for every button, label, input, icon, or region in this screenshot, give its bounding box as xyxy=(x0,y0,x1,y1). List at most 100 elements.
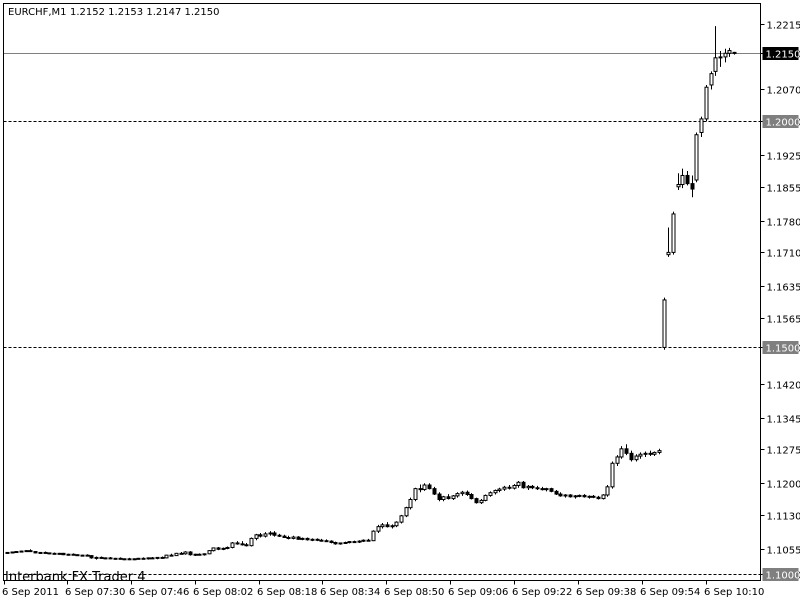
candle xyxy=(99,556,104,559)
candle xyxy=(14,551,19,554)
watermark: Interbank FX Trader 4 xyxy=(5,570,146,585)
candle xyxy=(446,494,451,500)
candle xyxy=(221,547,226,551)
candle-body xyxy=(540,488,545,491)
candle xyxy=(333,541,338,545)
candle-body xyxy=(465,491,470,496)
candle-body xyxy=(455,493,460,497)
candle xyxy=(305,537,310,541)
candle xyxy=(211,547,216,552)
candle xyxy=(732,51,737,55)
candle xyxy=(61,552,66,556)
candle xyxy=(230,542,235,549)
candle xyxy=(179,551,184,555)
candle xyxy=(432,486,437,495)
candle-body xyxy=(268,532,273,535)
candle-body xyxy=(493,489,498,494)
candle xyxy=(169,553,174,557)
candle-body xyxy=(338,542,343,545)
candle xyxy=(19,550,24,553)
candle-body xyxy=(38,551,43,554)
candle xyxy=(103,557,108,560)
candle-body xyxy=(315,538,320,541)
candle-body xyxy=(638,453,643,457)
candle-body xyxy=(619,448,624,458)
candle xyxy=(404,506,409,518)
candle-body xyxy=(319,539,324,542)
candle-body xyxy=(582,494,587,498)
candle xyxy=(563,494,568,498)
chart-header-symbol: EURCHF,M1 xyxy=(8,7,67,18)
candle-body xyxy=(451,495,456,500)
candle-body xyxy=(141,557,146,560)
candle-body xyxy=(216,547,221,550)
candle-body xyxy=(254,534,259,539)
candle xyxy=(5,551,10,554)
candle xyxy=(324,539,329,543)
candle xyxy=(108,556,113,560)
candle-body xyxy=(33,551,38,554)
candle-body xyxy=(732,51,737,54)
candle xyxy=(141,557,146,560)
candle xyxy=(507,485,512,490)
candle-body xyxy=(244,544,249,547)
candle xyxy=(193,553,198,557)
candle xyxy=(357,540,362,543)
candle xyxy=(94,556,99,560)
y-tick-label: 1.1345 xyxy=(767,415,800,426)
candle-body xyxy=(99,556,104,559)
candle xyxy=(535,485,540,490)
candle-body xyxy=(634,455,639,461)
candle-body xyxy=(230,542,235,548)
x-tick-label: 6 Sep 2011 xyxy=(2,587,59,598)
candle xyxy=(244,542,249,547)
candle-body xyxy=(376,526,381,532)
candle xyxy=(465,490,470,496)
candle-body xyxy=(629,452,634,461)
candle xyxy=(488,491,493,497)
price-axis: 1.2215 1.2150 1.2070 1.2000 1.1925 1.1855 1.17… xyxy=(760,21,800,582)
y-tick-label: 1.1055 xyxy=(767,546,800,557)
candle xyxy=(263,532,268,538)
candle-body xyxy=(202,553,207,556)
candle xyxy=(277,533,282,538)
candle-body xyxy=(47,552,52,555)
candle-body xyxy=(10,551,15,554)
candle-body xyxy=(305,537,310,541)
candle xyxy=(85,554,90,557)
candle xyxy=(202,553,207,556)
candle xyxy=(694,132,699,183)
time-axis: 6 Sep 2011 6 Sep 07:30 6 Sep 07:46 6 Sep 08… xyxy=(2,580,764,598)
candle-body xyxy=(310,538,315,541)
candle xyxy=(47,552,52,555)
candle-body xyxy=(75,554,80,557)
candle xyxy=(455,492,460,498)
candle xyxy=(718,51,723,67)
candle xyxy=(666,227,671,257)
candle xyxy=(329,540,334,544)
y-tick-label: 1.1200 xyxy=(767,480,800,491)
candle xyxy=(648,450,653,457)
candle-body xyxy=(179,552,184,555)
price-levels xyxy=(3,53,761,575)
candle xyxy=(150,556,155,560)
candle xyxy=(361,539,366,543)
candle-body xyxy=(277,534,282,537)
candle-body xyxy=(441,496,446,500)
candle-body xyxy=(282,535,287,539)
y-tick-label: 1.2070 xyxy=(767,86,800,97)
candle xyxy=(596,495,601,500)
candle-body xyxy=(516,481,521,486)
candle-body xyxy=(136,557,141,560)
candle-body xyxy=(357,540,362,543)
candle-body xyxy=(343,541,348,544)
candle-body xyxy=(225,546,230,549)
candle xyxy=(258,532,263,538)
x-tick-label: 6 Sep 08:50 xyxy=(384,587,444,598)
candle-body xyxy=(479,499,484,504)
candle-body xyxy=(521,481,526,489)
candle xyxy=(118,557,123,560)
candle xyxy=(155,556,160,560)
candle xyxy=(610,461,615,489)
